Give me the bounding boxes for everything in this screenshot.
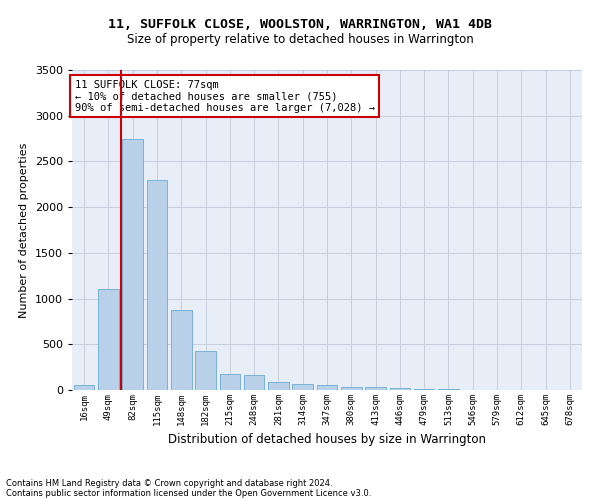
Bar	[365, 388, 386, 390]
Bar	[292, 384, 313, 390]
Bar	[146, 180, 167, 390]
Bar	[244, 375, 265, 390]
Bar	[220, 374, 240, 390]
Bar	[414, 389, 434, 390]
Bar	[341, 387, 362, 390]
Bar	[317, 385, 337, 390]
Text: Contains public sector information licensed under the Open Government Licence v3: Contains public sector information licen…	[6, 488, 371, 498]
X-axis label: Distribution of detached houses by size in Warrington: Distribution of detached houses by size …	[168, 434, 486, 446]
Text: Contains HM Land Registry data © Crown copyright and database right 2024.: Contains HM Land Registry data © Crown c…	[6, 478, 332, 488]
Bar	[268, 382, 289, 390]
Bar	[74, 386, 94, 390]
Bar	[195, 350, 216, 390]
Bar	[98, 290, 119, 390]
Bar	[171, 310, 191, 390]
Text: 11 SUFFOLK CLOSE: 77sqm
← 10% of detached houses are smaller (755)
90% of semi-d: 11 SUFFOLK CLOSE: 77sqm ← 10% of detache…	[74, 80, 374, 113]
Bar	[122, 138, 143, 390]
Y-axis label: Number of detached properties: Number of detached properties	[19, 142, 29, 318]
Bar	[389, 388, 410, 390]
Text: Size of property relative to detached houses in Warrington: Size of property relative to detached ho…	[127, 32, 473, 46]
Text: 11, SUFFOLK CLOSE, WOOLSTON, WARRINGTON, WA1 4DB: 11, SUFFOLK CLOSE, WOOLSTON, WARRINGTON,…	[108, 18, 492, 30]
